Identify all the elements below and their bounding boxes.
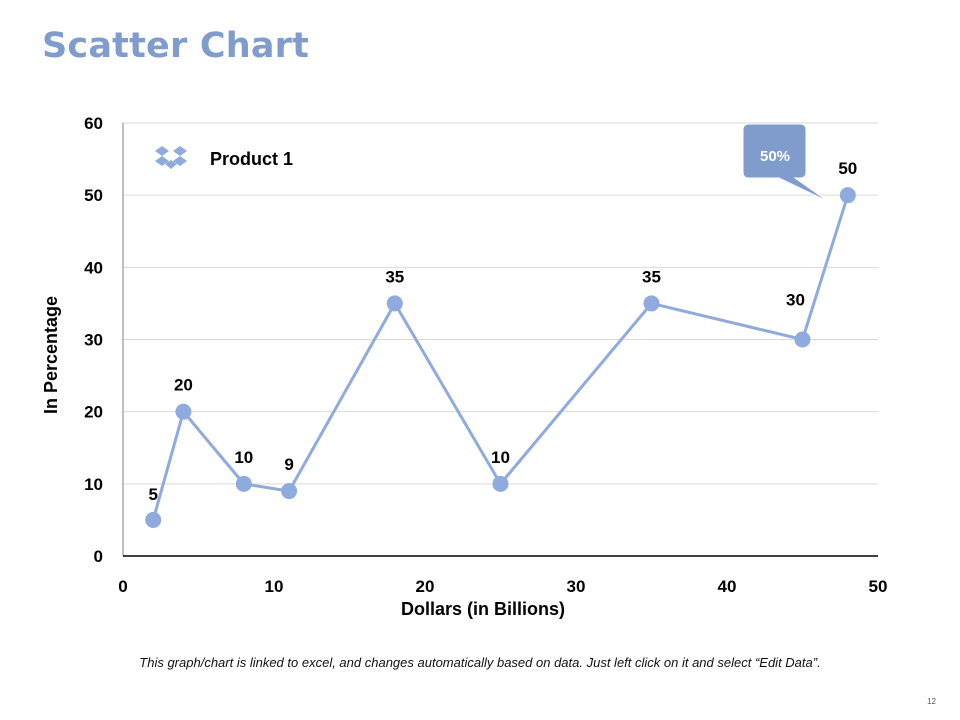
y-tick-label: 40 [84, 258, 103, 277]
data-label: 20 [174, 376, 193, 395]
footnote: This graph/chart is linked to excel, and… [139, 655, 821, 670]
callout-bubble [742, 123, 830, 203]
data-point[interactable] [175, 403, 192, 420]
x-tick-label: 30 [567, 577, 586, 596]
data-label: 9 [284, 455, 293, 474]
y-tick-label: 20 [84, 403, 103, 422]
tick-labels: 0 10 20 30 40 50 60 0 10 20 30 40 50 [84, 114, 887, 596]
y-tick-label: 10 [84, 475, 103, 494]
series-line [151, 194, 850, 521]
x-tick-label: 40 [718, 577, 737, 596]
legend[interactable]: Product 1 [155, 146, 293, 169]
x-axis-title: Dollars (in Billions) [401, 599, 565, 619]
data-point[interactable] [235, 475, 252, 492]
x-tick-label: 10 [265, 577, 284, 596]
data-label: 10 [491, 448, 510, 467]
data-label: 30 [786, 291, 805, 310]
slide-title: Scatter Chart [42, 26, 310, 66]
data-point[interactable] [839, 187, 856, 204]
data-point[interactable] [794, 331, 811, 348]
data-point[interactable] [386, 295, 403, 312]
y-axis-title: In Percentage [41, 296, 61, 414]
callout-text: 50% [760, 148, 790, 165]
x-tick-label: 0 [118, 577, 127, 596]
data-labels: 5 20 10 9 35 10 35 30 50 [148, 159, 857, 504]
data-label: 35 [385, 267, 404, 286]
data-label: 35 [642, 267, 661, 286]
dropbox-icon [155, 146, 187, 169]
data-point[interactable] [281, 483, 298, 500]
legend-label: Product 1 [210, 149, 293, 169]
data-point[interactable] [492, 475, 509, 492]
x-tick-label: 20 [416, 577, 435, 596]
data-point[interactable] [145, 511, 162, 528]
axes [122, 123, 878, 557]
data-label: 10 [234, 448, 253, 467]
percent-callout[interactable]: 50% [742, 123, 830, 203]
y-tick-label: 50 [84, 186, 103, 205]
x-tick-label: 50 [869, 577, 888, 596]
data-label: 5 [148, 485, 157, 504]
y-tick-label: 0 [94, 547, 103, 566]
series-product-1[interactable] [145, 187, 856, 528]
y-tick-label: 30 [84, 331, 103, 350]
data-point[interactable] [643, 295, 660, 312]
y-tick-label: 60 [84, 114, 103, 133]
data-label: 50 [838, 159, 857, 178]
page-number: 12 [927, 697, 936, 706]
